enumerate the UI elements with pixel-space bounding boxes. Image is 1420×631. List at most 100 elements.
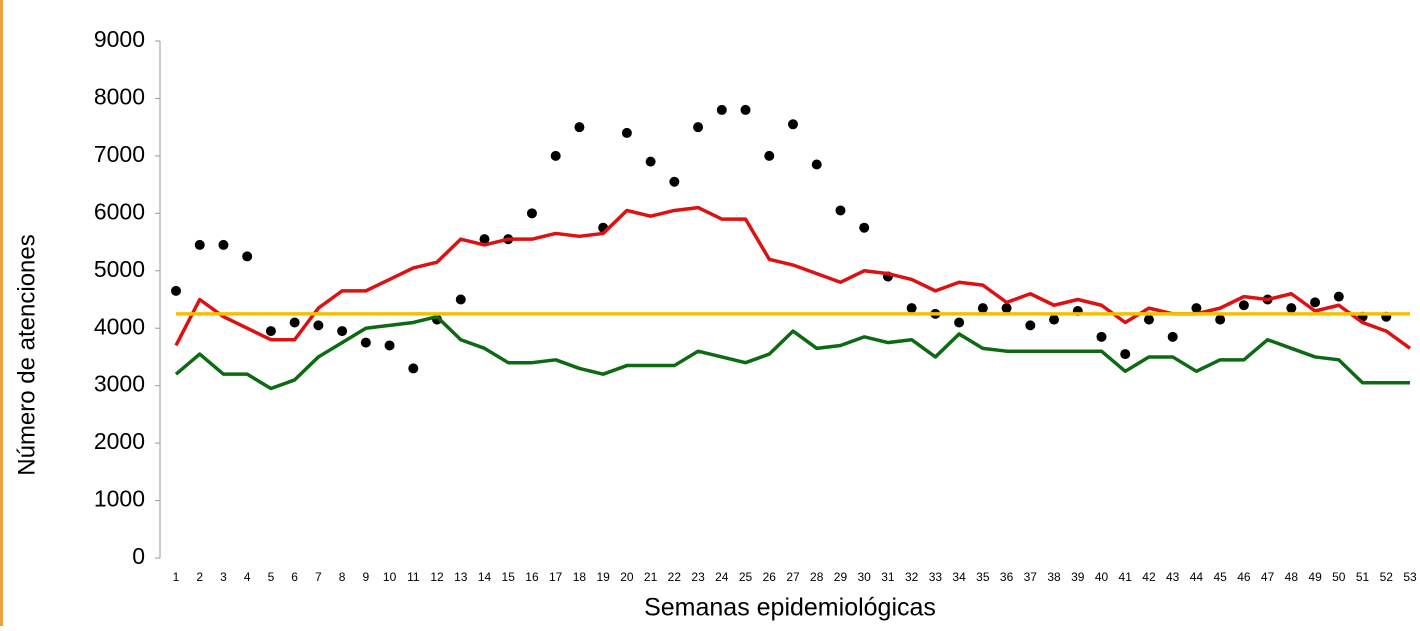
x-tick-label: 16 (525, 570, 539, 584)
x-tick-label: 38 (1047, 570, 1061, 584)
x-tick-label: 42 (1142, 570, 1156, 584)
edge-stripe (0, 0, 3, 626)
x-tick-label: 31 (881, 570, 895, 584)
data-point (1049, 314, 1060, 325)
data-point (1025, 320, 1036, 331)
data-point (265, 326, 276, 337)
data-point (740, 104, 751, 115)
data-point (384, 340, 395, 351)
data-point (408, 363, 419, 374)
data-point (1167, 331, 1178, 342)
x-tick-label: 39 (1071, 570, 1085, 584)
x-tick-label: 23 (691, 570, 705, 584)
x-tick-label: 24 (715, 570, 729, 584)
x-tick-label: 27 (786, 570, 800, 584)
x-tick-label: 32 (905, 570, 919, 584)
x-tick-label: 18 (573, 570, 587, 584)
y-axis-title: Número de atenciones (13, 234, 40, 475)
x-tick-label: 52 (1380, 570, 1394, 584)
x-tick-label: 28 (810, 570, 824, 584)
data-point (1215, 314, 1226, 325)
x-tick-label: 6 (291, 570, 298, 584)
data-point (621, 127, 632, 138)
x-tick-label: 20 (620, 570, 634, 584)
data-point (811, 159, 822, 170)
x-tick-label: 46 (1237, 570, 1251, 584)
data-point (1143, 314, 1154, 325)
data-point (1096, 331, 1107, 342)
x-tick-label: 12 (430, 570, 444, 584)
y-tick-label: 5000 (94, 256, 145, 282)
x-tick-label: 36 (1000, 570, 1014, 584)
x-tick-label: 15 (502, 570, 516, 584)
x-tick-label: 33 (929, 570, 943, 584)
x-tick-label: 9 (363, 570, 370, 584)
data-point (1001, 303, 1012, 314)
data-point (337, 326, 348, 337)
data-point (479, 234, 490, 245)
x-tick-label: 13 (454, 570, 468, 584)
data-point (289, 317, 300, 328)
data-point (360, 337, 371, 348)
series-line (174, 205, 1412, 350)
data-point (574, 122, 585, 133)
y-tick-label: 1000 (94, 486, 145, 512)
data-point (455, 294, 466, 305)
data-point (1333, 291, 1344, 302)
x-tick-label: 25 (739, 570, 753, 584)
x-tick-label: 4 (244, 570, 251, 584)
data-point (645, 156, 656, 167)
x-tick-label: 41 (1119, 570, 1133, 584)
x-tick-label: 47 (1261, 570, 1275, 584)
y-tick-label: 2000 (94, 428, 145, 454)
data-point (954, 317, 965, 328)
x-tick-label: 8 (339, 570, 346, 584)
data-point (1286, 303, 1297, 314)
data-point (977, 303, 988, 314)
data-point (313, 320, 324, 331)
data-point (764, 150, 775, 161)
x-tick-label: 48 (1285, 570, 1299, 584)
x-tick-label: 34 (952, 570, 966, 584)
x-tick-label: 51 (1356, 570, 1370, 584)
y-tick-label: 3000 (94, 371, 145, 397)
x-tick-label: 11 (407, 570, 420, 584)
data-point (1120, 349, 1131, 360)
data-point (1191, 303, 1202, 314)
x-tick-label: 1 (173, 570, 180, 584)
data-point (859, 222, 870, 233)
x-tick-label: 2 (196, 570, 203, 584)
x-tick-label: 17 (549, 570, 563, 584)
y-tick-label: 9000 (94, 26, 145, 52)
x-tick-label: 53 (1403, 570, 1417, 584)
x-tick-label: 19 (596, 570, 610, 584)
data-point (242, 251, 253, 262)
data-point (1310, 297, 1321, 308)
x-tick-label: 29 (834, 570, 848, 584)
x-tick-label: 49 (1308, 570, 1322, 584)
x-tick-label: 3 (220, 570, 227, 584)
x-tick-label: 14 (478, 570, 492, 584)
x-tick-label: 30 (858, 570, 872, 584)
data-point (788, 119, 798, 130)
y-tick-label: 7000 (94, 141, 145, 167)
x-tick-label: 37 (1024, 570, 1038, 584)
data-point (835, 205, 846, 216)
data-point (526, 208, 537, 219)
x-tick-label: 40 (1095, 570, 1109, 584)
data-point (716, 104, 727, 115)
data-point (669, 176, 680, 187)
series-line (174, 314, 1410, 391)
y-tick-label: 6000 (94, 198, 145, 224)
x-tick-label: 7 (315, 570, 322, 584)
x-tick-label: 10 (383, 570, 397, 584)
data-point (171, 285, 181, 296)
x-tick-label: 44 (1190, 570, 1204, 584)
y-tick-label: 8000 (94, 84, 145, 110)
x-tick-label: 35 (976, 570, 990, 584)
x-tick-label: 45 (1213, 570, 1227, 584)
data-point (218, 239, 229, 250)
data-point (1238, 300, 1249, 311)
x-tick-label: 21 (644, 570, 658, 584)
